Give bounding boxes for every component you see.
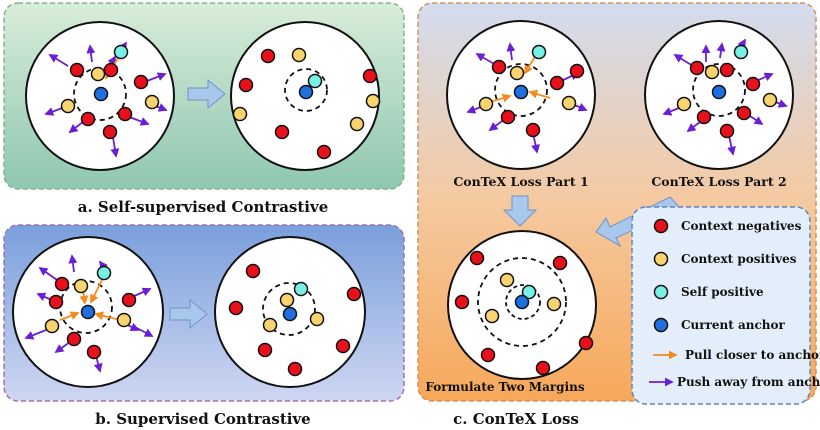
legend-self-positive-label: Self positive bbox=[681, 285, 764, 299]
legend-positive-icon bbox=[653, 251, 669, 267]
legend-negative-icon bbox=[653, 218, 669, 234]
contex-part2-cluster bbox=[644, 20, 794, 170]
legend-negatives-label: Context negatives bbox=[681, 219, 802, 233]
margins-label: Formulate Two Margins bbox=[425, 380, 584, 394]
panel-b-transition-arrow bbox=[169, 298, 208, 330]
two-margins-cluster bbox=[447, 230, 597, 380]
contex-part1-cluster bbox=[446, 20, 596, 170]
legend-pull-label: Pull closer to anchor bbox=[685, 348, 820, 362]
part2-label: ConTeX Loss Part 2 bbox=[651, 174, 786, 189]
panel-a-caption: a. Self-supervised Contrastive bbox=[78, 198, 329, 216]
panel-c-caption: c. ConTeX Loss bbox=[453, 410, 579, 428]
legend-items bbox=[653, 218, 669, 333]
legend-positives-label: Context positives bbox=[681, 252, 797, 266]
legend-push-label: Push away from anchor bbox=[677, 375, 820, 389]
panel-a-transition-arrow bbox=[187, 78, 226, 110]
panel-b-after-cluster bbox=[214, 236, 366, 388]
legend-self-positive-icon bbox=[653, 284, 669, 300]
panel-b-caption: b. Supervised Contrastive bbox=[95, 410, 310, 428]
legend-anchor-label: Current anchor bbox=[681, 318, 786, 332]
part1-label: ConTeX Loss Part 1 bbox=[453, 174, 588, 189]
legend-anchor-icon bbox=[653, 317, 669, 333]
part1-merge-arrow bbox=[502, 195, 538, 227]
panel-b-before-cluster bbox=[12, 236, 164, 388]
panel-a-before-cluster bbox=[25, 21, 175, 171]
panel-a-after-cluster bbox=[230, 21, 381, 171]
